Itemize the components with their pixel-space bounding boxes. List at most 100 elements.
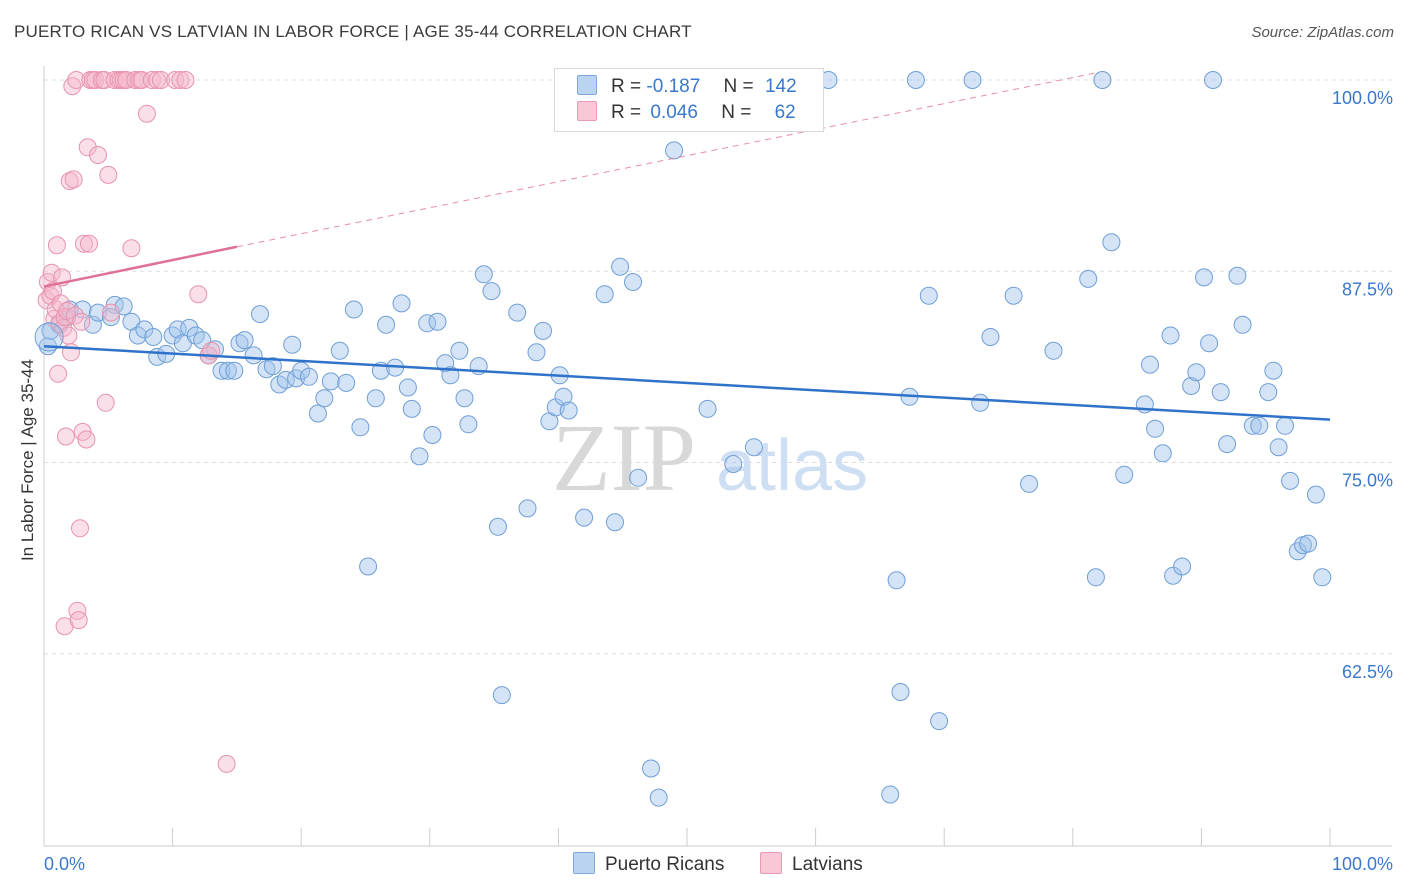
- puerto-rican-point-112: [1115, 465, 1134, 484]
- legend-r-value: 0.046: [650, 102, 698, 123]
- puerto-rican-point-83: [629, 468, 648, 487]
- puerto-rican-point-40: [308, 404, 327, 423]
- puerto-rican-point-131: [1259, 383, 1278, 402]
- puerto-rican-point-71: [527, 343, 546, 362]
- puerto-rican-point-6: [83, 315, 102, 334]
- puerto-rican-point-95: [881, 785, 900, 804]
- puerto-rican-point-29: [235, 331, 254, 350]
- puerto-rican-point-25: [212, 361, 231, 380]
- puerto-rican-point-55: [410, 447, 429, 466]
- puerto-rican-point-9: [101, 308, 120, 327]
- puerto-rican-point-39: [299, 367, 318, 386]
- puerto-rican-point-140: [1313, 568, 1332, 587]
- puerto-rican-point-58: [428, 312, 447, 331]
- chart-title: PUERTO RICAN VS LATVIAN IN LABOR FORCE |…: [14, 22, 692, 41]
- puerto-rican-point-115: [1146, 419, 1165, 438]
- latvian-point-40: [99, 165, 118, 184]
- latvian-point-32: [80, 234, 98, 253]
- puerto-rican-point-88: [698, 399, 717, 418]
- latvian-point-30: [77, 430, 96, 449]
- latvian-point-2: [41, 286, 60, 305]
- puerto-rican-point-117: [1161, 326, 1180, 345]
- latvian-point-25: [69, 611, 88, 630]
- latvian-point-3: [42, 263, 61, 282]
- bottom-legend-swatch-blue: [573, 852, 595, 874]
- x-tick-label-min: 0.0%: [44, 854, 85, 874]
- puerto-rican-point-130: [1250, 416, 1269, 435]
- puerto-rican-point-101: [930, 712, 949, 731]
- puerto-rican-point-100: [919, 286, 938, 305]
- legend-n-value: 62: [774, 102, 796, 123]
- puerto-rican-point-33: [263, 357, 282, 376]
- puerto-rican-point-122: [1195, 268, 1213, 287]
- puerto-rican-point-82: [624, 273, 642, 291]
- puerto-rican-point-106: [1020, 474, 1039, 493]
- puerto-rican-point-57: [423, 426, 442, 444]
- puerto-rican-point-47: [359, 557, 378, 576]
- latvian-point-26: [71, 519, 89, 538]
- latvian-point-29: [74, 234, 93, 253]
- latvian-point-1: [38, 273, 57, 291]
- puerto-rican-cluster-point: [34, 322, 64, 352]
- puerto-rican-point-123: [1200, 334, 1219, 353]
- latvian-point-51: [137, 104, 156, 123]
- latvian-point-39: [96, 393, 115, 412]
- puerto-rican-point-67: [489, 517, 507, 536]
- tick-labels: 62.5% 75.0% 87.5% 100.0% 0.0% 100.0%: [44, 88, 1393, 874]
- puerto-rican-point-80: [606, 513, 624, 532]
- puerto-rican-point-62: [455, 389, 474, 408]
- puerto-rican-point-110: [1093, 71, 1112, 89]
- puerto-rican-point-91: [744, 438, 763, 457]
- puerto-rican-point-118: [1164, 566, 1183, 585]
- puerto-rican-point-53: [398, 378, 417, 397]
- y-tick-label-1: 75.0%: [1342, 471, 1393, 491]
- puerto-rican-point-99: [906, 71, 925, 89]
- puerto-rican-point-124: [1204, 71, 1222, 89]
- puerto-rican-point-105: [1004, 286, 1023, 305]
- puerto-rican-point-21: [186, 326, 205, 345]
- watermark: ZIP atlas: [552, 404, 868, 511]
- puerto-rican-point-134: [1276, 416, 1294, 435]
- bottom-legend-puerto-ricans: Puerto Ricans: [573, 852, 724, 876]
- puerto-rican-point-27: [225, 361, 244, 380]
- puerto-rican-point-41: [315, 389, 334, 408]
- latvian-point-27: [72, 312, 91, 331]
- puerto-rican-point-18: [168, 320, 187, 339]
- puerto-rican-point-108: [1079, 269, 1098, 288]
- bottom-legend-latvians: Latvians: [760, 852, 863, 876]
- puerto-rican-point-72: [534, 321, 552, 340]
- puerto-rican-point-20: [180, 318, 199, 337]
- puerto-rican-point-63: [459, 415, 478, 434]
- latvian-point-36: [89, 146, 107, 164]
- latvian-point-47: [122, 239, 141, 258]
- latvian-trend-extension: [236, 71, 1099, 248]
- chart-source: Source: ZipAtlas.com: [1251, 24, 1394, 41]
- puerto-rican-point-87: [665, 141, 684, 160]
- puerto-rican-point-60: [441, 366, 460, 385]
- puerto-rican-point-138: [1299, 534, 1318, 553]
- puerto-rican-point-85: [649, 788, 668, 807]
- latvian-point-15: [56, 427, 75, 446]
- puerto-rican-point-119: [1173, 557, 1192, 576]
- legend-row-puerto-ricans: R = -0.187 N = 142: [577, 75, 797, 101]
- puerto-rican-point-139: [1306, 485, 1325, 504]
- latvian-point-50: [132, 71, 151, 89]
- bottom-legend-label: Puerto Ricans: [605, 854, 725, 875]
- puerto-rican-point-34: [270, 375, 289, 394]
- puerto-rican-point-69: [508, 303, 527, 322]
- puerto-rican-point-76: [554, 387, 573, 406]
- correlation-legend: R = -0.187 N = 142 R = 0.046 N = 62: [554, 68, 824, 132]
- puerto-rican-point-31: [251, 305, 269, 324]
- puerto-rican-point-97: [891, 683, 910, 701]
- puerto-rican-point-68: [492, 686, 511, 705]
- x-tick-label-max: 100.0%: [1332, 854, 1393, 874]
- puerto-rican-point-45: [344, 300, 363, 319]
- puerto-rican-point-50: [377, 315, 396, 334]
- bottom-legend-swatch-pink: [760, 852, 782, 874]
- puerto-rican-point-17: [163, 326, 182, 345]
- puerto-rican-point-44: [337, 373, 356, 392]
- puerto-rican-point-102: [963, 71, 982, 89]
- legend-n-value: 142: [764, 76, 797, 97]
- puerto-rican-point-104: [981, 328, 1000, 346]
- puerto-rican-point-46: [351, 418, 370, 437]
